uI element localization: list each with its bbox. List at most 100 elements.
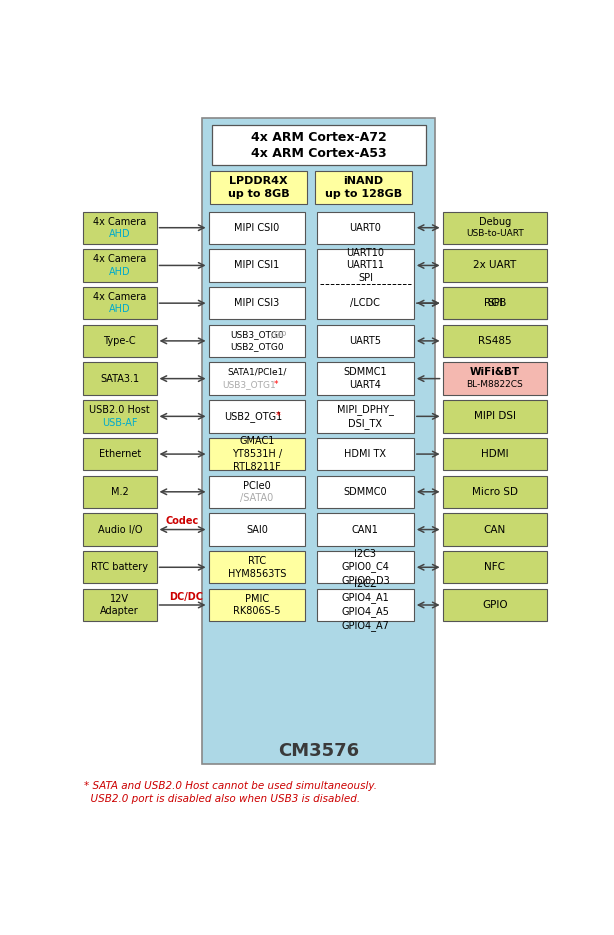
Bar — [443, 589, 547, 621]
Text: 4x ARM Cortex-A72
4x ARM Cortex-A53: 4x ARM Cortex-A72 4x ARM Cortex-A53 — [251, 131, 386, 160]
Bar — [317, 211, 414, 244]
Text: SATA1/PCIe1/: SATA1/PCIe1/ — [227, 368, 287, 377]
Bar — [209, 476, 305, 508]
Text: SAI0: SAI0 — [246, 525, 268, 535]
Bar — [209, 211, 305, 244]
Bar — [209, 324, 305, 357]
Text: GPIO: GPIO — [482, 600, 508, 610]
Text: LPDDR4X
up to 8GB: LPDDR4X up to 8GB — [228, 177, 289, 199]
Text: MIPI_DPHY_
DSI_TX: MIPI_DPHY_ DSI_TX — [337, 404, 394, 428]
Text: Codec: Codec — [166, 516, 199, 526]
Text: USB3_OTG0: USB3_OTG0 — [230, 330, 284, 339]
Text: USB2_OTG0: USB2_OTG0 — [230, 342, 284, 352]
Text: MIPI DSI: MIPI DSI — [474, 411, 516, 422]
Text: USB-to-UART: USB-to-UART — [466, 229, 524, 238]
Bar — [317, 363, 414, 395]
Text: MIPI CSI1: MIPI CSI1 — [235, 261, 279, 270]
Text: MIPI CSI0: MIPI CSI0 — [235, 223, 279, 233]
Text: I2C2
GPIO4_A1
GPIO4_A5
GPIO4_A7: I2C2 GPIO4_A1 GPIO4_A5 GPIO4_A7 — [341, 580, 389, 630]
Bar — [83, 438, 157, 470]
Text: RTC
HYM8563TS: RTC HYM8563TS — [228, 556, 286, 579]
Bar — [315, 171, 411, 204]
Bar — [443, 400, 547, 433]
Bar — [317, 250, 414, 320]
Text: iNAND
up to 128GB: iNAND up to 128GB — [325, 177, 402, 199]
Bar — [443, 250, 547, 281]
Bar — [83, 250, 157, 281]
Bar — [317, 400, 414, 433]
Bar — [209, 513, 305, 546]
Text: 12V
Adapter: 12V Adapter — [100, 594, 139, 616]
Text: MIPI CSI3: MIPI CSI3 — [235, 298, 279, 309]
Text: SDMMC1
UART4: SDMMC1 UART4 — [344, 367, 387, 390]
Text: *: * — [273, 381, 278, 389]
Bar — [83, 589, 157, 621]
Text: HDMI TX: HDMI TX — [344, 449, 386, 459]
Text: 2x UART: 2x UART — [473, 261, 516, 270]
Text: 4x Camera: 4x Camera — [93, 254, 146, 265]
Bar — [209, 589, 305, 621]
Text: RTC battery: RTC battery — [91, 562, 148, 572]
Text: * SATA and USB2.0 Host cannot be used simultaneously.: * SATA and USB2.0 Host cannot be used si… — [85, 782, 378, 791]
Bar — [443, 476, 547, 508]
Bar — [209, 287, 305, 320]
Text: USB2.0 Host: USB2.0 Host — [90, 405, 150, 415]
Text: /DP: /DP — [271, 330, 286, 339]
Text: RS485: RS485 — [478, 336, 511, 346]
Bar — [209, 400, 305, 433]
Text: UART5: UART5 — [349, 336, 381, 346]
Text: SDMMC0: SDMMC0 — [344, 487, 387, 496]
Bar — [443, 287, 547, 320]
Text: Micro SD: Micro SD — [472, 487, 518, 496]
Text: UART0: UART0 — [349, 223, 381, 233]
Text: Debug: Debug — [479, 217, 511, 226]
Text: Ethernet: Ethernet — [99, 449, 141, 459]
Text: WiFi&BT: WiFi&BT — [470, 367, 520, 378]
Bar — [443, 513, 547, 546]
Bar — [83, 287, 157, 320]
Text: USB3_OTG1: USB3_OTG1 — [222, 381, 276, 389]
Text: PCIe0: PCIe0 — [243, 482, 271, 492]
Text: I2C3
GPIO0_C4
GPIO0_D3: I2C3 GPIO0_C4 GPIO0_D3 — [341, 549, 390, 586]
Text: USB-AF: USB-AF — [102, 418, 138, 427]
Text: PMIC
RK806S-5: PMIC RK806S-5 — [233, 594, 281, 616]
Text: GMAC1
YT8531H /
RTL8211F: GMAC1 YT8531H / RTL8211F — [232, 437, 282, 472]
Text: AHD: AHD — [109, 304, 131, 314]
Bar — [317, 589, 414, 621]
Text: BL-M8822CS: BL-M8822CS — [467, 381, 523, 389]
Text: DC/DC: DC/DC — [169, 592, 203, 601]
Bar — [209, 363, 305, 395]
Bar — [202, 118, 435, 765]
Bar — [83, 324, 157, 357]
Bar — [443, 551, 547, 583]
Bar — [317, 476, 414, 508]
Text: /SATA0: /SATA0 — [240, 493, 274, 503]
Text: M.2: M.2 — [111, 487, 129, 496]
Bar — [83, 211, 157, 244]
Text: RGB: RGB — [484, 298, 506, 309]
Bar — [209, 551, 305, 583]
Text: NFC: NFC — [484, 562, 505, 572]
Text: /LCDC: /LCDC — [351, 298, 381, 309]
Bar — [83, 400, 157, 433]
Text: SATA3.1: SATA3.1 — [100, 374, 139, 383]
Bar — [443, 363, 547, 395]
Text: Audio I/O: Audio I/O — [98, 525, 142, 535]
Bar — [83, 476, 157, 508]
Bar — [443, 438, 547, 470]
Bar — [443, 324, 547, 357]
Text: Type-C: Type-C — [103, 336, 136, 346]
Text: UART10
UART11
SPI: UART10 UART11 SPI — [346, 248, 384, 283]
Text: 4x Camera: 4x Camera — [93, 217, 146, 226]
Bar — [317, 438, 414, 470]
Bar — [210, 171, 307, 204]
Text: HDMI: HDMI — [481, 449, 508, 459]
Text: CAN1: CAN1 — [352, 525, 379, 535]
Text: USB2.0 port is disabled also when USB3 is disabled.: USB2.0 port is disabled also when USB3 i… — [85, 795, 360, 804]
Text: 4x Camera: 4x Camera — [93, 292, 146, 302]
Bar — [443, 287, 547, 320]
Bar — [209, 438, 305, 470]
Bar — [443, 211, 547, 244]
Bar — [83, 363, 157, 395]
Bar — [317, 551, 414, 583]
